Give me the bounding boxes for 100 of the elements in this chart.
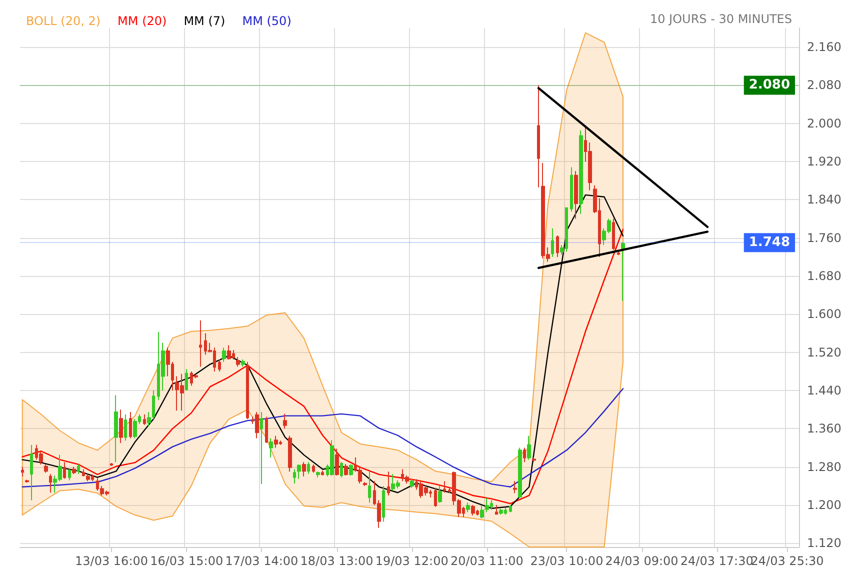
candlestick [30,444,33,501]
y-tick-label: 1.440 [807,384,842,398]
candlestick [438,485,442,504]
y-tick-label: 1.760 [807,230,842,245]
candlestick [579,130,583,215]
candlestick [527,435,531,460]
x-tick-label: 24/03 09:00 [605,554,678,568]
candlestick [63,462,66,480]
candlestick [621,242,625,302]
candlestick [556,235,559,258]
candlestick [302,462,306,477]
candlestick [185,368,188,392]
y-tick-label: 1.920 [807,154,842,169]
chart-subtitle: 10 JOURS - 30 MINUTES [650,12,792,26]
candlestick [49,474,52,494]
x-tick-label: 13/03 16:00 [75,554,148,568]
x-tick-label: 17/03 14:00 [225,554,298,568]
y-tick-label: 2.160 [807,40,842,54]
candlestick [617,251,620,256]
candlestick [335,448,339,476]
x-tick-label: 24/03 25:30 [750,554,824,568]
candlestick [509,504,512,513]
candlestick [297,464,301,480]
candlestick [344,464,348,476]
candlestick [466,502,470,513]
ref-line-label: 1.748 [748,235,790,250]
candlestick [312,464,315,474]
y-tick-label: 1.840 [807,192,842,207]
ref-line-label: 2.080 [748,78,790,93]
candlestick [260,412,263,485]
candlestick [199,320,202,368]
candlestick [574,170,578,220]
candlestick [382,485,385,522]
candlestick [321,470,324,476]
candlestick [129,412,132,439]
candlestick [114,394,118,463]
candlestick [307,462,310,475]
candlestick [255,412,259,439]
candlestick [485,497,489,513]
candlestick [410,478,414,488]
candlestick [480,504,484,519]
candlestick [532,456,536,463]
text: BOLL (20, 2) [26,14,101,28]
x-tick-label: 18/03 13:00 [300,554,374,568]
candlestick [133,418,137,439]
candlestick [340,462,343,478]
candlestick [68,468,71,481]
candlestick [246,361,249,420]
candlestick [293,468,296,484]
text: MM (7) [184,14,226,28]
candlestick [368,471,371,504]
line-series [22,388,624,488]
candlestick [269,438,273,458]
y-tick-label: 1.200 [807,498,842,512]
candlestick [72,466,76,475]
candlestick [77,464,80,475]
candlestick [236,356,240,368]
candlestick [86,474,90,482]
candlestick [283,413,287,430]
candlestick [21,466,24,477]
candlestick [387,471,390,496]
candlestick [570,166,573,212]
x-tick-label: 16/03 15:00 [150,554,224,568]
candlestick [443,480,446,494]
candlestick [349,464,353,476]
x-tick-label: 19/03 12:00 [375,554,448,568]
candlestick [363,482,367,486]
candlestick [513,480,517,494]
y-tick-label: 2.080 [807,78,842,92]
candlestick [330,440,334,476]
candlestick [288,435,292,472]
y-tick-label: 1.280 [807,460,842,474]
x-tick-label: 24/03 17:30 [680,554,754,568]
candlestick [495,504,498,516]
candlestick [537,84,540,188]
candlestick [265,416,268,444]
text: MM (50) [242,14,292,28]
y-tick-label: 1.520 [807,345,842,360]
x-tick-label: 20/03 11:00 [450,554,524,568]
y-tick-label: 1.360 [807,422,842,436]
candlestick [551,228,554,258]
candlestick [612,218,615,250]
text: MM (20) [118,14,167,28]
candlestick [119,409,123,444]
candlestick [518,447,522,498]
candlestick [274,435,278,448]
y-tick-label: 1.680 [807,269,842,284]
candlestick [44,464,48,474]
candlestick [434,487,437,508]
candlestick [523,447,526,463]
candlestick [143,414,146,426]
y-tick-label: 1.600 [807,307,842,322]
candlestick [499,508,503,516]
candlestick [227,344,231,360]
candlestick [471,504,475,516]
y-tick-label: 2.000 [807,116,842,130]
candlestick [222,347,226,362]
candlestick [241,359,245,368]
candlestick [82,468,85,477]
candlestick [25,479,29,484]
